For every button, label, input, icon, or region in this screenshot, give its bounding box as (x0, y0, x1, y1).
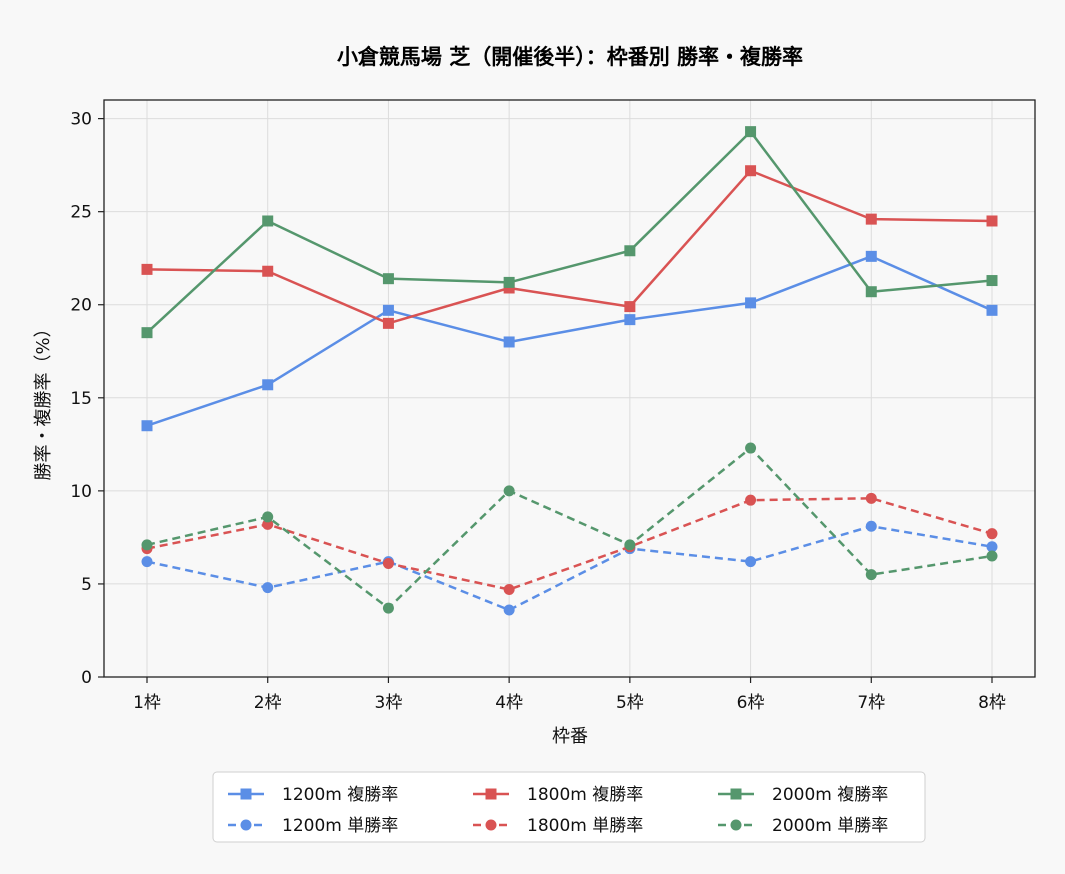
data-point-square (745, 165, 757, 177)
legend-entry-label: 1200m 複勝率 (282, 785, 398, 805)
data-point-circle (986, 528, 998, 540)
data-point-circle (503, 485, 515, 497)
data-point-circle (262, 582, 274, 594)
data-point-circle (503, 604, 515, 616)
y-tick-label: 20 (70, 296, 92, 316)
data-point-square (262, 379, 274, 391)
legend-marker-circle (730, 819, 742, 831)
data-point-square (503, 276, 515, 288)
axes-frame (103, 99, 1036, 678)
y-tick-label: 25 (70, 203, 92, 223)
data-point-circle (986, 550, 998, 562)
data-point-square (262, 215, 274, 227)
data-point-square (141, 420, 153, 432)
data-point-circle (745, 556, 757, 568)
legend-marker-square (240, 788, 252, 800)
data-point-circle (624, 539, 636, 551)
y-tick-label: 10 (70, 482, 92, 502)
legend: 1200m 複勝率 1800m 複勝率 2000m 複勝率 1200m 単勝率 1800… (212, 771, 926, 843)
legend-marker-square (730, 788, 742, 800)
data-point-circle (141, 539, 153, 551)
data-point-square (986, 304, 998, 316)
data-point-circle (745, 442, 757, 454)
data-point-circle (865, 569, 877, 581)
y-tick-label: 30 (70, 110, 92, 130)
legend-entry-label: 2000m 単勝率 (772, 816, 888, 836)
y-tick-label: 5 (81, 575, 92, 595)
data-point-square (141, 263, 153, 275)
legend-entry-label: 1800m 単勝率 (527, 816, 643, 836)
data-point-circle (382, 602, 394, 614)
data-point-square (382, 304, 394, 316)
x-tick-label: 1枠 (133, 693, 161, 713)
x-tick-label: 2枠 (254, 693, 282, 713)
series-line (146, 169, 993, 325)
series-line (146, 130, 993, 334)
data-point-square (745, 126, 757, 138)
data-point-circle (262, 511, 274, 523)
legend-entry-label: 2000m 複勝率 (772, 785, 888, 805)
plot-area: 0 5 10 15 20 25 30 1枠 2枠 3枠 4枠 5枠 6枠 7枠 8枠 (70, 99, 1036, 713)
y-axis-label: 勝率・複勝率（%） (33, 319, 54, 480)
x-tick-label: 6枠 (737, 693, 765, 713)
data-point-circle (986, 541, 998, 553)
x-tick-label: 8枠 (978, 693, 1006, 713)
data-point-circle (141, 556, 153, 568)
x-tick-label: 3枠 (375, 693, 403, 713)
data-point-square (745, 297, 757, 309)
data-point-circle (382, 557, 394, 569)
series-line (146, 524, 993, 612)
data-point-square (624, 314, 636, 326)
data-point-square (382, 273, 394, 285)
y-tick-label: 0 (81, 668, 92, 688)
legend-marker-circle (485, 819, 497, 831)
y-tick-label: 15 (70, 389, 92, 409)
data-point-square (624, 245, 636, 257)
data-point-square (865, 213, 877, 225)
data-point-square (382, 317, 394, 329)
data-point-circle (503, 584, 515, 596)
data-point-square (624, 301, 636, 313)
data-point-square (503, 282, 515, 294)
legend-entry-label: 1200m 単勝率 (282, 816, 398, 836)
legend-entry-label: 1800m 複勝率 (527, 785, 643, 805)
data-point-square (503, 336, 515, 348)
chart-title: 小倉競馬場 芝（開催後半）：枠番別 勝率・複勝率 (337, 45, 803, 69)
data-point-square (141, 327, 153, 339)
x-tick-label: 4枠 (495, 693, 523, 713)
legend-marker-circle (240, 819, 252, 831)
x-tick-label: 5枠 (616, 693, 644, 713)
x-axis-label: 枠番 (552, 726, 588, 747)
legend-marker-square (485, 788, 497, 800)
data-point-square (865, 286, 877, 298)
series-line (146, 446, 993, 610)
data-point-square (986, 275, 998, 287)
x-tick-label: 7枠 (857, 693, 885, 713)
data-point-circle (865, 492, 877, 504)
plot-background (104, 100, 1035, 677)
data-point-square (865, 250, 877, 262)
data-point-circle (745, 494, 757, 506)
data-point-circle (865, 520, 877, 532)
data-point-square (986, 215, 998, 227)
data-point-square (262, 265, 274, 277)
